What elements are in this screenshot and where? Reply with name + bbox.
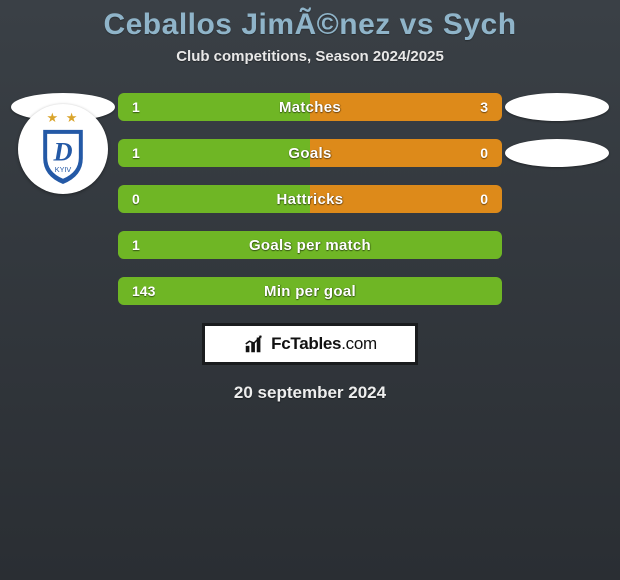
right-slot	[502, 93, 612, 121]
player-oval-right	[505, 139, 609, 167]
branding-suffix: .com	[341, 334, 377, 353]
stat-bar: Matches13	[118, 93, 502, 121]
branding-box: FcTables.com	[202, 323, 418, 365]
left-slot: ★ ★ D KYIV	[8, 112, 118, 194]
left-bar-fill	[118, 231, 502, 259]
stat-bar: Hattricks00	[118, 185, 502, 213]
comparison-row: ★ ★ D KYIV Goals10	[0, 139, 620, 167]
player-oval-right	[505, 93, 609, 121]
stat-bar: Goals10	[118, 139, 502, 167]
right-bar-fill	[310, 93, 502, 121]
stat-bar: Goals per match1	[118, 231, 502, 259]
chart-icon	[243, 333, 265, 355]
right-bar-fill	[310, 185, 502, 213]
branding-text: FcTables.com	[271, 334, 377, 354]
comparison-row: Goals per match1	[0, 231, 620, 259]
comparison-rows: Matches13 ★ ★ D KYIV Goals10 Hattricks00 G…	[0, 93, 620, 305]
card-subtitle: Club competitions, Season 2024/2025	[0, 48, 620, 65]
team-badge-left: ★ ★ D KYIV	[18, 104, 108, 194]
svg-text:D: D	[52, 136, 72, 166]
right-bar-fill	[310, 139, 502, 167]
stat-bar: Min per goal143	[118, 277, 502, 305]
card-title: Ceballos JimÃ©nez vs Sych	[0, 8, 620, 42]
left-bar-fill	[118, 93, 310, 121]
left-bar-fill	[118, 185, 310, 213]
comparison-card: Ceballos JimÃ©nez vs Sych Club competiti…	[0, 0, 620, 403]
card-date: 20 september 2024	[0, 383, 620, 403]
right-slot	[502, 139, 612, 167]
branding-name: FcTables	[271, 334, 341, 353]
comparison-row: Min per goal143	[0, 277, 620, 305]
badge-stars-icon: ★ ★	[18, 110, 108, 126]
svg-text:KYIV: KYIV	[55, 165, 72, 174]
left-bar-fill	[118, 277, 502, 305]
left-bar-fill	[118, 139, 310, 167]
